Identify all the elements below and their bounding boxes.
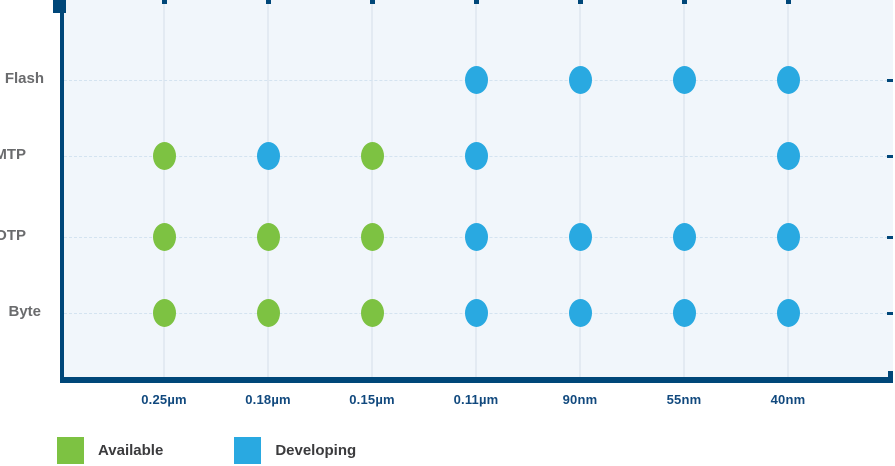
vertical-gridline — [787, 0, 789, 377]
y-axis-label: Byte — [8, 303, 41, 320]
data-point-developing — [569, 299, 592, 327]
data-point-developing — [777, 66, 800, 94]
y-axis-label: OTP — [0, 227, 26, 244]
data-point-developing — [673, 223, 696, 251]
data-point-available — [257, 223, 280, 251]
top-axis-tick — [786, 0, 791, 4]
data-point-developing — [777, 299, 800, 327]
right-axis-tick — [887, 236, 893, 239]
x-axis-label: 0.18µm — [245, 392, 291, 407]
data-point-developing — [465, 66, 488, 94]
x-axis-line — [60, 377, 893, 383]
vertical-gridline — [163, 0, 165, 377]
data-point-developing — [777, 142, 800, 170]
vertical-gridline — [267, 0, 269, 377]
top-axis-tick — [266, 0, 271, 4]
right-axis-tick — [887, 155, 893, 158]
top-axis-tick — [578, 0, 583, 4]
data-point-developing — [673, 299, 696, 327]
y-axis-label: Flash — [4, 70, 44, 87]
available-label: Available — [98, 442, 164, 459]
available-swatch — [57, 437, 84, 464]
top-axis-tick — [370, 0, 375, 4]
top-axis-tick — [474, 0, 479, 4]
data-point-developing — [465, 223, 488, 251]
top-axis-tick — [682, 0, 687, 4]
data-point-available — [361, 223, 384, 251]
data-point-available — [361, 142, 384, 170]
right-axis-tick — [887, 312, 893, 315]
data-point-developing — [465, 299, 488, 327]
data-point-available — [257, 299, 280, 327]
y-axis-line — [60, 0, 64, 383]
data-point-available — [361, 299, 384, 327]
x-axis-label: 55nm — [666, 392, 702, 407]
x-axis-label: 0.25µm — [141, 392, 187, 407]
data-point-available — [153, 299, 176, 327]
vertical-gridline — [579, 0, 581, 377]
data-point-available — [153, 223, 176, 251]
developing-label: Developing — [275, 442, 357, 459]
developing-swatch — [234, 437, 262, 464]
y-axis-label: MTP — [0, 146, 26, 163]
vertical-gridline — [683, 0, 685, 377]
x-axis-end-tick — [888, 371, 893, 377]
legend-item-developing: Developing — [234, 437, 356, 464]
data-point-developing — [257, 142, 280, 170]
x-axis-label: 40nm — [770, 392, 806, 407]
data-point-developing — [465, 142, 488, 170]
chart-legend: Available Developing — [57, 437, 356, 464]
top-axis-tick — [162, 0, 167, 4]
legend-item-available: Available — [57, 437, 163, 464]
data-point-available — [153, 142, 176, 170]
vertical-gridline — [475, 0, 477, 377]
x-axis-label: 90nm — [562, 392, 598, 407]
vertical-gridline — [371, 0, 373, 377]
data-point-developing — [569, 66, 592, 94]
x-axis-label: 0.11µm — [453, 392, 499, 407]
right-axis-tick — [887, 79, 893, 82]
data-point-developing — [673, 66, 696, 94]
data-point-developing — [777, 223, 800, 251]
data-point-developing — [569, 223, 592, 251]
x-axis-label: 0.15µm — [349, 392, 395, 407]
